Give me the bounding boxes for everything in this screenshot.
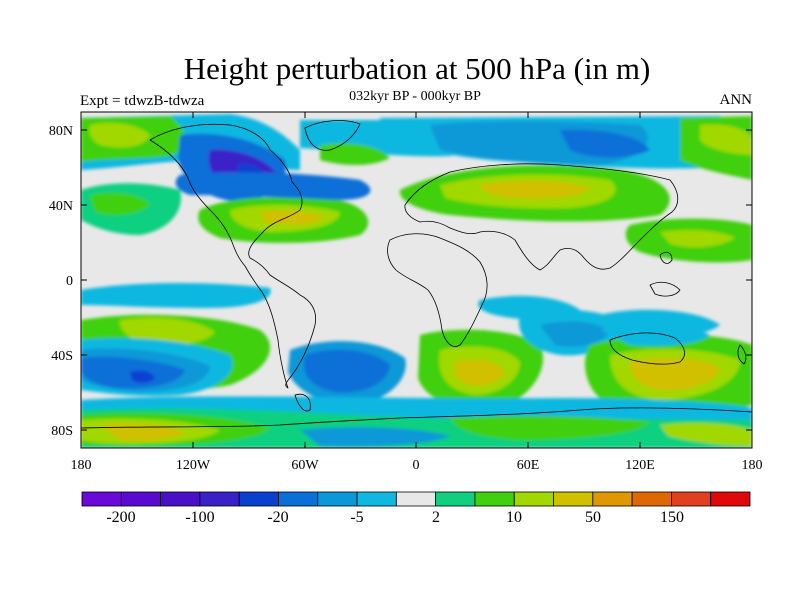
- lat-label-80s: 80S: [51, 424, 73, 439]
- colorbar-box-6: [278, 491, 319, 507]
- colorbar-label-4: -5: [350, 509, 363, 526]
- lon-label-180w: 180: [71, 458, 92, 473]
- lat-label-eq: 0: [66, 274, 73, 289]
- colorbar-box-3: [160, 491, 201, 507]
- colorbar-box-14: [592, 491, 633, 507]
- colorbar-box-1: [81, 491, 122, 507]
- colorbar-box-10: [435, 491, 476, 507]
- lon-label-120e: 120E: [625, 458, 655, 473]
- experiment-label: Expt = tdwzB-tdwza: [80, 93, 205, 109]
- coastlines: [81, 120, 752, 429]
- period-label: 032kyr BP - 000kyr BP: [349, 89, 481, 104]
- contour-field: [81, 112, 752, 448]
- colorbar-label-1: -200: [106, 509, 135, 526]
- colorbar-box-16: [671, 491, 712, 507]
- colorbar-box-13: [553, 491, 594, 507]
- lon-label-0: 0: [413, 458, 420, 473]
- colorbar-box-17: [710, 491, 751, 507]
- lon-tick-marks: [80, 112, 753, 448]
- lon-label-180e: 180: [742, 458, 763, 473]
- colorbar-box-15: [631, 491, 672, 507]
- lon-label-120w: 120W: [176, 458, 211, 473]
- colorbar-label-2: -100: [185, 509, 214, 526]
- colorbar-box-5: [238, 491, 279, 507]
- lon-label-60w: 60W: [291, 458, 319, 473]
- lat-label-80n: 80N: [49, 124, 73, 139]
- lat-label-40n: 40N: [49, 199, 73, 214]
- colorbar: [81, 491, 751, 507]
- colorbar-label-7: 50: [585, 509, 601, 526]
- lat-label-40s: 40S: [51, 349, 73, 364]
- map-title: Height perturbation at 500 hPa (in m): [183, 51, 651, 86]
- season-label: ANN: [719, 92, 753, 108]
- colorbar-box-12: [513, 491, 554, 507]
- colorbar-box-11: [474, 491, 515, 507]
- colorbar-label-6: 10: [506, 509, 522, 526]
- colorbar-box-9: [395, 491, 437, 507]
- colorbar-label-5: 2: [432, 509, 440, 526]
- colorbar-label-3: -20: [267, 509, 288, 526]
- colorbar-box-7: [317, 491, 358, 507]
- colorbar-label-8: 150: [660, 509, 684, 526]
- colorbar-box-8: [356, 491, 397, 507]
- colorbar-box-4: [199, 491, 240, 507]
- colorbar-labels: -200 -100 -20 -5 2 10 50 150: [106, 509, 684, 526]
- lat-tick-marks: [81, 129, 752, 431]
- lon-label-60e: 60E: [517, 458, 540, 473]
- colorbar-box-2: [120, 491, 161, 507]
